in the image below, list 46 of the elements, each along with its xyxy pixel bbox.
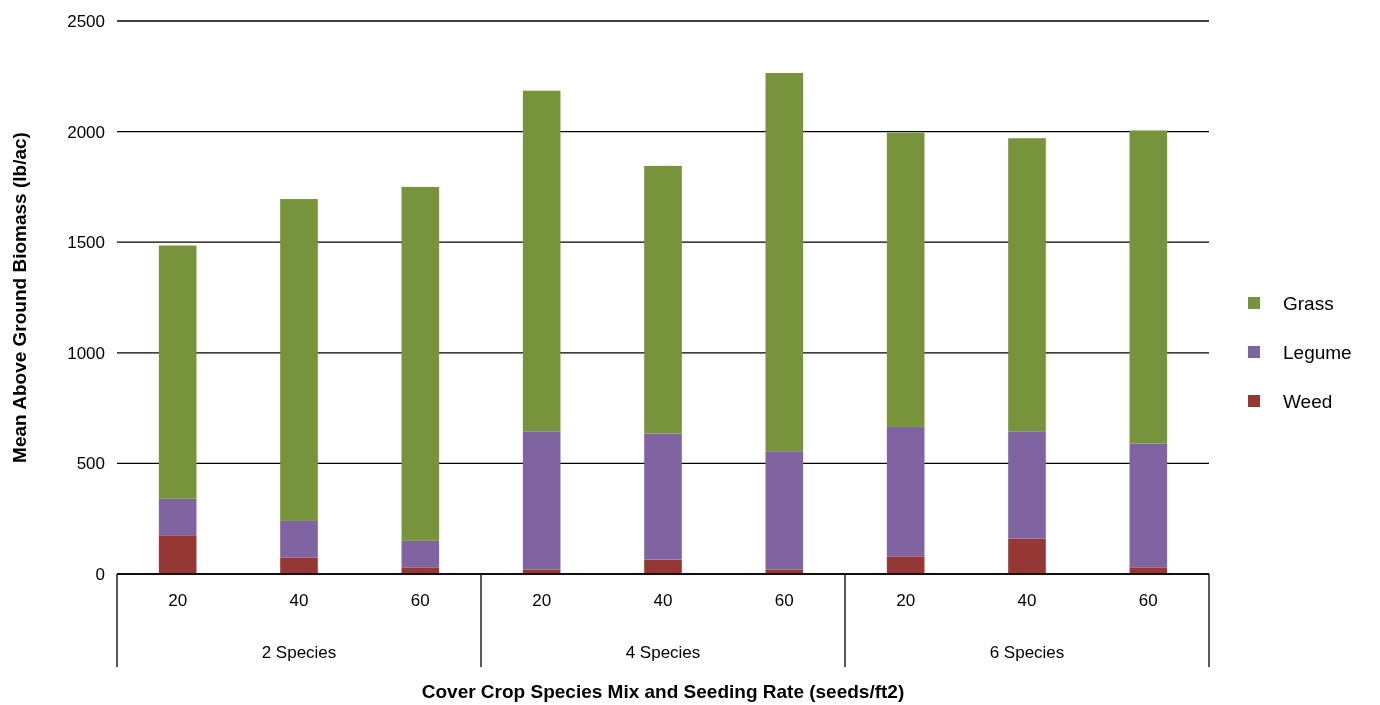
- bar: [158, 498, 197, 536]
- x-tick-label: 40: [653, 591, 673, 610]
- text: 6 Species: [989, 643, 1065, 662]
- bar: [765, 72, 804, 452]
- bar: [644, 165, 682, 434]
- bar: [644, 559, 682, 574]
- legend-label: Weed: [1283, 390, 1333, 412]
- y-axis-title: Mean Above Ground Biomass (lb/ac): [9, 132, 30, 463]
- bar: [280, 520, 318, 558]
- bar: [765, 451, 804, 570]
- bar: [1008, 538, 1046, 574]
- x-tick-label: 60: [774, 591, 794, 610]
- bar: [1008, 138, 1046, 432]
- bar: [158, 535, 197, 574]
- y-tick-label: 500: [76, 454, 105, 474]
- bar: [886, 132, 925, 427]
- bar: [522, 431, 561, 570]
- bar: [401, 540, 440, 568]
- bar: [1008, 431, 1046, 539]
- text: 2 Species: [261, 643, 337, 662]
- x-tick-label: 20: [168, 591, 188, 610]
- bar: [280, 557, 318, 574]
- x-tick-label: 20: [532, 591, 552, 610]
- y-tick-label: 2500: [67, 11, 105, 31]
- y-tick-label: 1000: [67, 343, 105, 363]
- bar: [158, 245, 197, 499]
- text: 4 Species: [625, 643, 701, 662]
- bar: [886, 426, 925, 557]
- y-tick-label: 1500: [67, 233, 105, 253]
- x-tick-label: 40: [1017, 591, 1037, 610]
- bar: [1129, 130, 1168, 444]
- x-tick-label: 60: [410, 591, 430, 610]
- legend-label: Grass: [1283, 292, 1334, 314]
- x-axis-title: Cover Crop Species Mix and Seeding Rate (seeds/ft2): [421, 681, 905, 702]
- bar: [1129, 443, 1168, 568]
- y-tick-label: 2000: [67, 122, 105, 142]
- legend-label: Legume: [1283, 341, 1352, 363]
- bar: [644, 433, 682, 560]
- bar: [401, 186, 440, 541]
- bar: [280, 199, 318, 521]
- y-tick-label: 0: [95, 564, 105, 584]
- bar: [886, 556, 925, 574]
- x-tick-label: 60: [1138, 591, 1158, 610]
- x-tick-label: 40: [289, 591, 309, 610]
- bar: [522, 90, 561, 432]
- x-tick-label: 20: [896, 591, 916, 610]
